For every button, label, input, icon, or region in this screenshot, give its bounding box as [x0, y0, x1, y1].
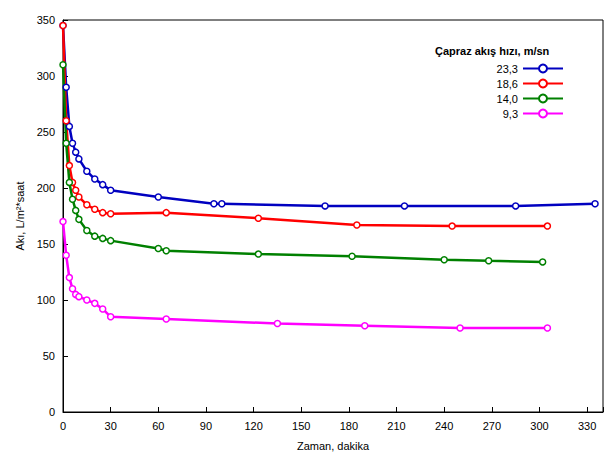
svg-text:18,6: 18,6 [497, 78, 518, 90]
svg-text:300: 300 [530, 420, 548, 432]
svg-text:Akı, L/m²*saat: Akı, L/m²*saat [14, 181, 26, 250]
svg-text:330: 330 [578, 420, 596, 432]
svg-text:250: 250 [37, 126, 55, 138]
svg-text:60: 60 [152, 420, 164, 432]
svg-text:Çapraz akış hızı, m/sn: Çapraz akış hızı, m/sn [435, 45, 550, 57]
svg-text:270: 270 [483, 420, 501, 432]
svg-text:50: 50 [43, 350, 55, 362]
svg-text:0: 0 [60, 420, 66, 432]
svg-text:30: 30 [105, 420, 117, 432]
svg-text:300: 300 [37, 70, 55, 82]
svg-text:23,3: 23,3 [497, 63, 518, 75]
svg-text:200: 200 [37, 182, 55, 194]
svg-text:100: 100 [37, 294, 55, 306]
svg-text:0: 0 [49, 406, 55, 418]
svg-text:350: 350 [37, 14, 55, 26]
svg-text:180: 180 [340, 420, 358, 432]
svg-text:Zaman, dakika: Zaman, dakika [297, 440, 370, 452]
svg-text:240: 240 [435, 420, 453, 432]
svg-text:150: 150 [37, 238, 55, 250]
svg-text:210: 210 [387, 420, 405, 432]
svg-text:120: 120 [244, 420, 262, 432]
svg-text:14,0: 14,0 [497, 93, 518, 105]
svg-text:150: 150 [292, 420, 310, 432]
svg-text:90: 90 [200, 420, 212, 432]
svg-text:9,3: 9,3 [503, 108, 518, 120]
